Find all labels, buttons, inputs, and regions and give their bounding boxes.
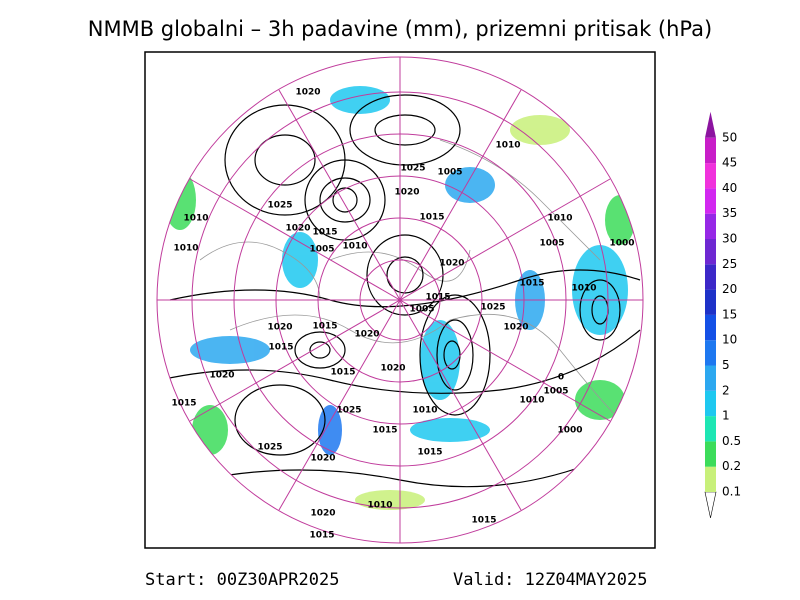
isobar-label: 1015 — [417, 448, 442, 458]
isobar-label: 1005 — [409, 305, 434, 315]
colorbar-box — [705, 213, 716, 239]
colorbar-bottom-arrow — [704, 491, 717, 519]
isobar-label: 1010 — [571, 284, 596, 294]
isobar-label: 1010 — [412, 406, 437, 416]
isobar-label: 1015 — [312, 228, 337, 238]
colorbar-box — [705, 365, 716, 391]
isobar-label: 1015 — [372, 426, 397, 436]
isobar-label: 1000 — [557, 426, 582, 436]
colorbar-box — [705, 137, 716, 164]
isobar-label: 1015 — [312, 322, 337, 332]
isobar-label: 1005 — [539, 239, 564, 249]
isobar-label: 1020 — [503, 323, 528, 333]
colorbar-label: 2 — [722, 383, 730, 397]
isobar-label: 1020 — [310, 509, 335, 519]
colorbar-label: 30 — [722, 232, 737, 246]
isobar-label: 1015 — [171, 399, 196, 409]
isobar-label: 1010 — [367, 501, 392, 511]
start-time: Start: 00Z30APR2025 — [145, 570, 339, 590]
precip-areas — [164, 86, 635, 510]
isobar-label: 1025 — [480, 303, 505, 313]
isobar-label: 1020 — [394, 188, 419, 198]
colorbar-box — [705, 416, 716, 442]
coastlines — [199, 139, 621, 421]
isobar-label: 1015 — [471, 516, 496, 526]
colorbar-label: 35 — [722, 206, 737, 220]
colorbar-box — [705, 239, 716, 265]
isobar-label: 1020 — [380, 364, 405, 374]
title: NMMB globalni – 3h padavine (mm), prizem… — [88, 17, 712, 41]
isobar-label: 1010 — [547, 214, 572, 224]
map-boundary — [156, 56, 644, 544]
isobar-label: 1005 — [437, 168, 462, 178]
valid-time: Valid: 12Z04MAY2025 — [453, 570, 647, 590]
colorbar-box — [705, 441, 716, 467]
colorbar-label: 5 — [722, 358, 730, 372]
isobar-label: 1005 — [543, 387, 568, 397]
colorbar-box — [705, 466, 716, 492]
colorbar-label: 50 — [722, 130, 737, 144]
isobar-label: 1015 — [309, 531, 334, 541]
isobar-label: 1020 — [209, 371, 234, 381]
isobar-label: 1010 — [495, 141, 520, 151]
colorbar-box — [705, 390, 716, 417]
colorbar-label: 1 — [722, 409, 730, 423]
colorbar-label: 25 — [722, 257, 737, 271]
isobar-label: 0 — [558, 373, 564, 383]
colorbar-label: 40 — [722, 181, 737, 195]
isobar-label: 1010 — [183, 214, 208, 224]
graticule — [157, 57, 643, 543]
colorbar-box — [705, 163, 716, 189]
colorbar-box — [705, 314, 716, 341]
colorbar-box — [705, 264, 716, 290]
isobar-label: 1025 — [336, 406, 361, 416]
isobar-label: 1020 — [354, 330, 379, 340]
isobar-label: 1020 — [310, 454, 335, 464]
colorbar-label: 10 — [722, 333, 737, 347]
isobar-label: 1020 — [439, 259, 464, 269]
isobar-label: 1000 — [609, 239, 634, 249]
isobar-label: 1020 — [295, 88, 320, 98]
isobar-label: 1005 — [309, 245, 334, 255]
isobar-label: 1025 — [267, 201, 292, 211]
map-content — [157, 57, 643, 543]
isobar-label: 1025 — [257, 443, 282, 453]
isobar-label: 1025 — [400, 164, 425, 174]
isobar-label: 1010 — [519, 396, 544, 406]
colorbar-label: 45 — [722, 156, 737, 170]
isobar-label: 1015 — [519, 279, 544, 289]
isobar-label: 1010 — [342, 242, 367, 252]
colorbar-box — [705, 340, 716, 366]
isobar-label: 1015 — [419, 213, 444, 223]
isobar-label: 1015 — [330, 368, 355, 378]
isobar-label: 1010 — [173, 244, 198, 254]
isobar-label: 1020 — [285, 224, 310, 234]
colorbar-label: 15 — [722, 307, 737, 321]
isobar-label: 1015 — [268, 343, 293, 353]
colorbar-label: 20 — [722, 282, 737, 296]
colorbar-label: 0.5 — [722, 434, 741, 448]
isobar-label: 1020 — [267, 323, 292, 333]
colorbar-label: 0.2 — [722, 459, 741, 473]
colorbar-box — [705, 188, 716, 214]
colorbar-box — [705, 289, 716, 315]
colorbar-label: 0.1 — [722, 485, 741, 499]
isobar-label: 1015 — [425, 293, 450, 303]
isobars — [159, 94, 641, 488]
colorbar-top-arrow — [705, 111, 716, 138]
